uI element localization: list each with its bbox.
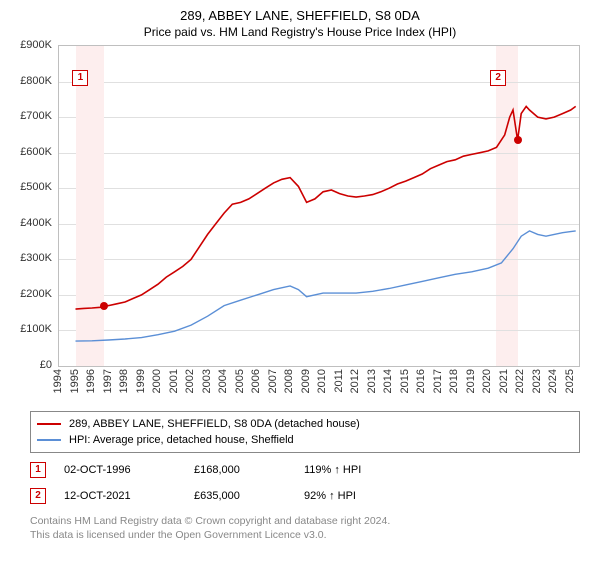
y-tick-label: £600K <box>0 146 52 158</box>
x-tick-label: 2011 <box>333 369 345 393</box>
legend-label: HPI: Average price, detached house, Shef… <box>69 434 294 446</box>
x-tick-label: 2017 <box>432 369 444 393</box>
chart-container: 289, ABBEY LANE, SHEFFIELD, S8 0DA Price… <box>0 8 600 568</box>
y-tick-label: £100K <box>0 323 52 335</box>
y-tick-label: £500K <box>0 181 52 193</box>
x-tick-label: 2021 <box>498 369 510 393</box>
y-tick-label: £700K <box>0 110 52 122</box>
legend-row: HPI: Average price, detached house, Shef… <box>37 432 573 448</box>
x-tick-label: 2015 <box>399 369 411 393</box>
x-tick-label: 2000 <box>151 369 163 393</box>
x-tick-label: 2012 <box>349 369 361 393</box>
chart-plot-area: 12 <box>58 45 580 367</box>
x-tick-label: 1997 <box>102 369 114 393</box>
x-tick-label: 2022 <box>514 369 526 393</box>
sale-price: £635,000 <box>194 490 304 502</box>
sale-row: 2 12-OCT-2021£635,00092% ↑ HPI <box>30 487 600 505</box>
marker-dot-2 <box>514 136 522 144</box>
footnote-line-2: This data is licensed under the Open Gov… <box>30 529 600 543</box>
x-tick-label: 2010 <box>316 369 328 393</box>
series-hpi <box>76 231 576 341</box>
marker-box-1: 1 <box>72 70 88 86</box>
x-tick-label: 2019 <box>465 369 477 393</box>
y-tick-label: £900K <box>0 39 52 51</box>
chart-lines <box>59 46 579 366</box>
x-tick-label: 1998 <box>118 369 130 393</box>
y-tick-label: £800K <box>0 75 52 87</box>
footnote-line-1: Contains HM Land Registry data © Crown c… <box>30 515 600 529</box>
page-subtitle: Price paid vs. HM Land Registry's House … <box>0 25 600 39</box>
marker-box-2: 2 <box>490 70 506 86</box>
legend-swatch <box>37 439 61 441</box>
x-tick-label: 2025 <box>564 369 576 393</box>
x-tick-label: 1999 <box>135 369 147 393</box>
page-title: 289, ABBEY LANE, SHEFFIELD, S8 0DA <box>0 8 600 23</box>
footnote: Contains HM Land Registry data © Crown c… <box>30 515 600 542</box>
x-tick-label: 2001 <box>168 369 180 393</box>
y-tick-label: £0 <box>0 359 52 371</box>
x-tick-label: 1996 <box>85 369 97 393</box>
legend-label: 289, ABBEY LANE, SHEFFIELD, S8 0DA (deta… <box>69 418 360 430</box>
sale-price: £168,000 <box>194 464 304 476</box>
x-tick-label: 2004 <box>217 369 229 393</box>
legend-row: 289, ABBEY LANE, SHEFFIELD, S8 0DA (deta… <box>37 416 573 432</box>
x-tick-label: 2023 <box>531 369 543 393</box>
marker-dot-1 <box>100 302 108 310</box>
sale-row: 1 02-OCT-1996£168,000119% ↑ HPI <box>30 461 600 479</box>
x-tick-label: 2005 <box>234 369 246 393</box>
x-tick-label: 2002 <box>184 369 196 393</box>
x-tick-label: 2016 <box>415 369 427 393</box>
sale-hpi: 119% ↑ HPI <box>304 464 414 476</box>
sale-marker: 2 <box>30 488 46 504</box>
y-tick-label: £400K <box>0 217 52 229</box>
x-tick-label: 2013 <box>366 369 378 393</box>
x-tick-label: 2018 <box>448 369 460 393</box>
sales-table: 1 02-OCT-1996£168,000119% ↑ HPI 2 12-OCT-20… <box>0 461 600 505</box>
sale-date: 02-OCT-1996 <box>64 464 194 476</box>
x-tick-label: 2014 <box>382 369 394 393</box>
sale-marker: 1 <box>30 462 46 478</box>
x-tick-label: 2009 <box>300 369 312 393</box>
y-tick-label: £300K <box>0 252 52 264</box>
series-price <box>76 106 576 309</box>
x-tick-label: 2008 <box>283 369 295 393</box>
legend-swatch <box>37 423 61 425</box>
x-tick-label: 2003 <box>201 369 213 393</box>
sale-hpi: 92% ↑ HPI <box>304 490 414 502</box>
legend-box: 289, ABBEY LANE, SHEFFIELD, S8 0DA (deta… <box>30 411 580 453</box>
x-tick-label: 2020 <box>481 369 493 393</box>
x-tick-label: 2007 <box>267 369 279 393</box>
x-tick-label: 1994 <box>52 369 64 393</box>
x-tick-label: 2024 <box>547 369 559 393</box>
x-tick-label: 1995 <box>69 369 81 393</box>
x-tick-label: 2006 <box>250 369 262 393</box>
sale-date: 12-OCT-2021 <box>64 490 194 502</box>
y-tick-label: £200K <box>0 288 52 300</box>
